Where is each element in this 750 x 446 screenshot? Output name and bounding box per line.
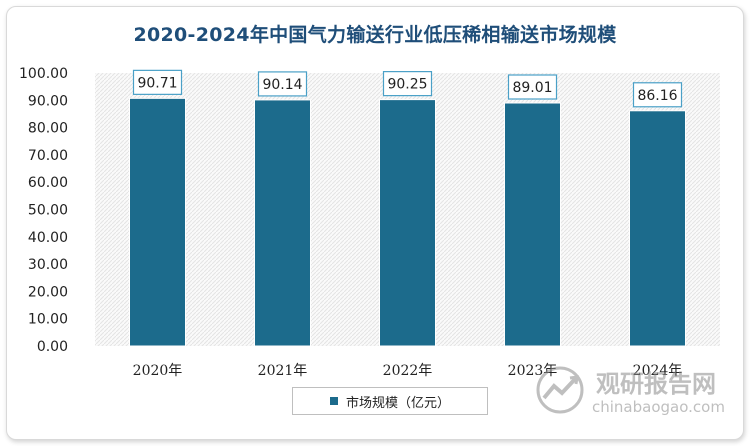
watermark-url: chinabaogao.com	[592, 398, 725, 416]
chart-legend: 市场规模（亿元）	[292, 387, 488, 415]
bar	[254, 99, 311, 347]
watermark-brand: 观研报告网	[596, 370, 716, 398]
legend-swatch	[329, 397, 338, 405]
chart-title: 2020-2024年中国气力输送行业低压稀相输送市场规模	[133, 24, 617, 46]
bar	[629, 110, 686, 347]
data-label-box	[632, 82, 683, 108]
y-tick-label: 80.00	[28, 121, 68, 137]
y-tick-label: 30.00	[28, 257, 68, 273]
bar	[379, 99, 436, 347]
y-tick-label: 50.00	[28, 203, 68, 219]
y-tick-label: 60.00	[28, 175, 68, 191]
x-tick-label: 2021年	[258, 363, 308, 379]
data-label-box	[507, 74, 558, 100]
y-tick-label: 10.00	[28, 312, 68, 328]
data-label-box	[132, 69, 183, 95]
y-tick-label: 90.00	[28, 93, 68, 109]
data-label: 90.71	[137, 75, 177, 91]
legend-label: 市场规模（亿元）	[345, 395, 450, 411]
bar	[504, 102, 561, 347]
watermark-logo-icon	[536, 366, 584, 414]
watermark: 观研报告网 chinabaogao.com	[530, 360, 730, 420]
data-label: 86.16	[637, 88, 677, 104]
x-tick-label: 2024年	[633, 363, 683, 379]
y-tick-label: 40.00	[28, 230, 68, 246]
y-tick-label: 0.00	[37, 339, 68, 355]
data-label-box	[257, 71, 308, 97]
y-tick-label: 100.00	[19, 66, 68, 82]
x-tick-label: 2022年	[383, 363, 433, 379]
data-label: 89.01	[512, 80, 552, 96]
y-tick-label: 70.00	[28, 148, 68, 164]
data-label: 90.25	[387, 77, 427, 93]
data-label: 90.14	[262, 77, 302, 93]
x-tick-label: 2020年	[133, 363, 183, 379]
bar	[129, 97, 186, 347]
data-label-box	[382, 71, 433, 97]
y-tick-label: 20.00	[28, 284, 68, 300]
